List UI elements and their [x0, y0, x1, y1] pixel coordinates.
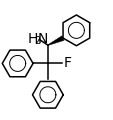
Text: F: F	[63, 56, 71, 70]
Text: N: N	[38, 32, 48, 46]
Polygon shape	[47, 36, 64, 45]
Text: H: H	[27, 32, 37, 46]
Text: 2: 2	[34, 36, 40, 46]
